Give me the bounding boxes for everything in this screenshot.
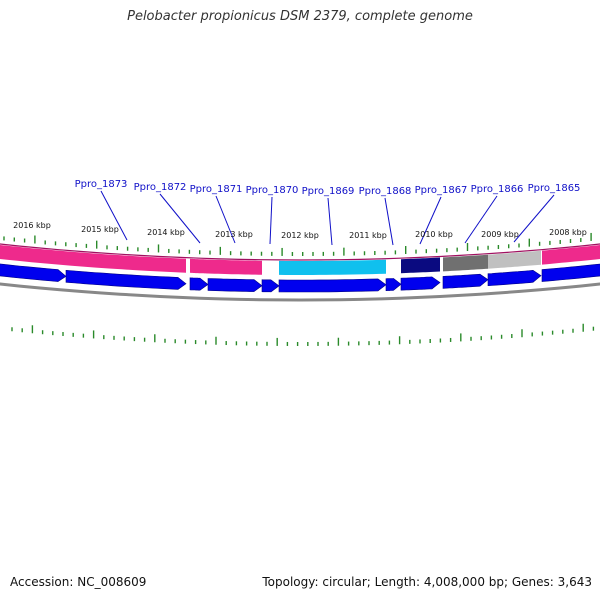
kbp-label: 2015 kbp: [81, 225, 119, 234]
cds-arrow: [207, 278, 263, 292]
kbp-label: 2013 kbp: [215, 230, 253, 239]
leader-line: [384, 197, 394, 246]
cds-arrow: [385, 278, 402, 292]
leader-line: [464, 195, 498, 244]
gene-label[interactable]: Ppro_1873: [75, 179, 128, 190]
cds-track: [0, 263, 600, 293]
kbp-label: 2016 kbp: [13, 221, 51, 230]
feature-segment: [401, 257, 440, 274]
inner-ticks: [11, 323, 595, 346]
kbp-label: 2010 kbp: [415, 230, 453, 239]
kbp-label: 2014 kbp: [147, 228, 185, 237]
gene-label[interactable]: Ppro_1866: [471, 184, 524, 195]
page-title: Pelobacter propionicus DSM 2379, complet…: [127, 9, 473, 24]
kbp-label: 2008 kbp: [549, 228, 587, 237]
cds-arrow: [0, 263, 67, 282]
kbp-label: 2009 kbp: [481, 230, 519, 239]
cds-arrow: [400, 276, 441, 291]
leader-line: [269, 196, 273, 245]
kbp-labels: 2016 kbp 2015 kbp 2014 kbp 2013 kbp 2012 kbp…: [13, 221, 587, 240]
cds-arrow: [261, 279, 280, 293]
gene-label[interactable]: Ppro_1865: [528, 183, 581, 194]
feature-band-edge: [0, 243, 600, 261]
backbone-line: [0, 282, 600, 302]
feature-segment: [443, 254, 488, 272]
feature-segment: [190, 258, 208, 274]
leader-line: [513, 194, 555, 243]
leader-line: [159, 193, 201, 244]
kbp-label: 2012 kbp: [281, 231, 319, 240]
gene-label[interactable]: Ppro_1869: [302, 186, 355, 197]
gene-labels: Ppro_1873 Ppro_1872 Ppro_1871 Ppro_1870 Ppro…: [75, 179, 581, 197]
cds-arrow: [189, 277, 209, 291]
leader-line: [100, 190, 128, 241]
backbone-track: [0, 282, 600, 302]
gene-label[interactable]: Ppro_1867: [415, 185, 468, 196]
feature-segment: [208, 259, 262, 275]
outer-ticks: [3, 232, 592, 256]
cds-arrow: [65, 269, 187, 290]
feature-segment: [0, 244, 186, 273]
cds-arrow: [487, 269, 542, 287]
leader-line: [327, 197, 333, 246]
gene-label[interactable]: Ppro_1868: [359, 186, 412, 197]
feature-segment: [542, 244, 600, 265]
cds-arrow: [541, 263, 600, 282]
leader-lines: [100, 190, 555, 246]
feature-segment: [279, 259, 386, 275]
cds-arrow: [442, 273, 489, 289]
cds-arrow: [278, 278, 387, 293]
kbp-label: 2011 kbp: [349, 231, 387, 240]
gene-label[interactable]: Ppro_1872: [134, 182, 187, 193]
summary-text: Topology: circular; Length: 4,008,000 bp…: [262, 575, 592, 589]
gene-label[interactable]: Ppro_1870: [246, 185, 299, 196]
feature-band: [0, 243, 600, 275]
leader-line: [215, 195, 236, 244]
gene-label[interactable]: Ppro_1871: [190, 184, 243, 195]
feature-segment: [488, 250, 541, 269]
leader-line: [419, 196, 442, 245]
accession-text: Accession: NC_008609: [10, 575, 147, 589]
